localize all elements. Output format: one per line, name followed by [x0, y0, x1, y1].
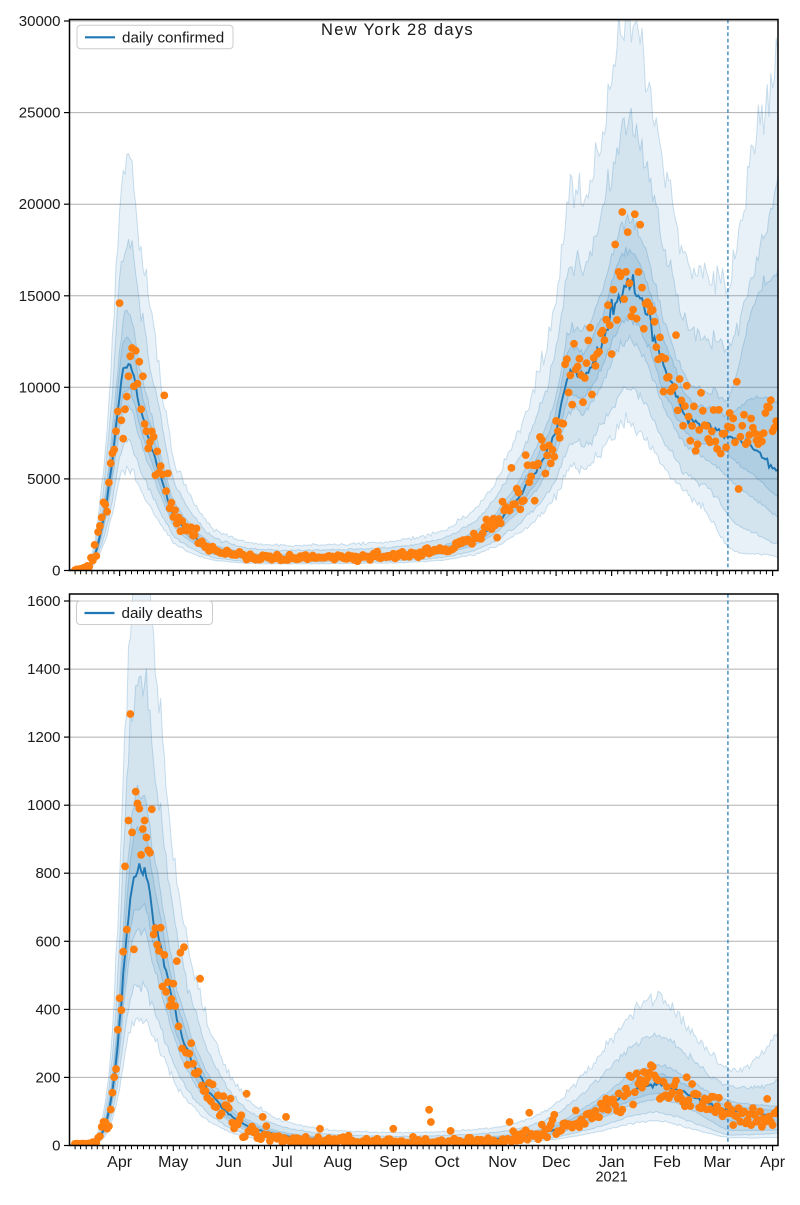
svg-text:0: 0	[52, 1138, 60, 1155]
svg-text:daily confirmed: daily confirmed	[122, 30, 224, 47]
svg-text:Nov: Nov	[488, 1154, 516, 1171]
svg-text:800: 800	[35, 865, 60, 882]
svg-text:1200: 1200	[27, 729, 60, 746]
svg-text:Mar: Mar	[703, 1154, 731, 1171]
svg-text:Jun: Jun	[216, 1154, 242, 1171]
svg-text:Apr: Apr	[760, 1154, 786, 1171]
svg-text:10000: 10000	[19, 379, 61, 396]
svg-text:Sep: Sep	[379, 1154, 408, 1171]
svg-text:Aug: Aug	[324, 1154, 352, 1171]
svg-text:Apr: Apr	[107, 1154, 133, 1171]
svg-text:5000: 5000	[27, 471, 60, 488]
svg-text:New York 28 days: New York 28 days	[321, 21, 474, 39]
svg-text:30000: 30000	[19, 13, 61, 30]
svg-text:200: 200	[35, 1069, 60, 1086]
svg-text:600: 600	[35, 933, 60, 950]
svg-text:0: 0	[52, 563, 60, 580]
svg-text:1000: 1000	[27, 797, 60, 814]
svg-text:May: May	[158, 1154, 188, 1171]
svg-text:Feb: Feb	[653, 1154, 681, 1171]
svg-text:Jan: Jan	[599, 1154, 625, 1171]
svg-text:Oct: Oct	[435, 1154, 460, 1171]
svg-text:20000: 20000	[19, 196, 61, 213]
svg-text:Dec: Dec	[542, 1154, 570, 1171]
svg-text:15000: 15000	[19, 288, 61, 305]
svg-text:400: 400	[35, 1001, 60, 1018]
svg-text:Jul: Jul	[272, 1154, 292, 1171]
svg-text:1600: 1600	[27, 593, 60, 610]
svg-text:daily deaths: daily deaths	[122, 605, 203, 622]
svg-text:25000: 25000	[19, 105, 61, 122]
svg-text:1400: 1400	[27, 661, 60, 678]
svg-text:2021: 2021	[595, 1170, 627, 1186]
